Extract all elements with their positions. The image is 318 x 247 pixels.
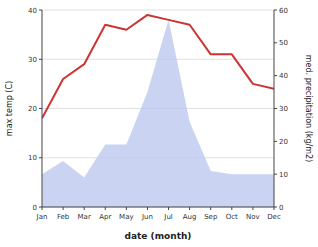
grid-line: [42, 207, 274, 208]
axes: JanFebMarAprMayJunJulAugSepOctNovDec0102…: [28, 7, 288, 222]
y2-axis-label: med. precipitation (kg/m2): [304, 55, 313, 162]
x-tick: [147, 207, 148, 210]
x-tick: [252, 207, 253, 210]
y2-tick: [274, 42, 277, 43]
x-tick: [231, 207, 232, 210]
y2-tick-label: 50: [279, 39, 288, 47]
x-tick-label: Jan: [36, 213, 48, 221]
x-tick-label: Mar: [78, 213, 91, 221]
y2-tick-label: 20: [279, 138, 288, 146]
x-tick-label: Dec: [267, 213, 281, 221]
x-tick-label: Feb: [57, 213, 70, 221]
x-tick: [63, 207, 64, 210]
x-axis-line: [42, 207, 274, 208]
y2-tick: [274, 174, 277, 175]
x-tick: [168, 207, 169, 210]
x-tick-label: Oct: [226, 213, 238, 221]
chart: JanFebMarAprMayJunJulAugSepOctNovDec0102…: [0, 0, 318, 247]
temp-line: [42, 15, 274, 118]
y-tick: [39, 207, 42, 208]
y-tick-label: 0: [33, 204, 37, 212]
grid: [42, 10, 274, 207]
y-tick: [39, 10, 42, 11]
y2-tick-label: 60: [279, 7, 288, 15]
x-tick: [210, 207, 211, 210]
x-axis-label: date (month): [125, 231, 192, 241]
y-tick-label: 40: [28, 7, 37, 15]
x-tick: [105, 207, 106, 210]
precip-area: [42, 20, 274, 207]
y2-tick-label: 30: [279, 105, 288, 113]
y-tick: [39, 59, 42, 60]
x-tick-label: Jun: [141, 213, 153, 221]
y-axis-label: max temp (C): [5, 81, 14, 136]
y2-tick-label: 10: [279, 171, 288, 179]
y2-tick: [274, 207, 277, 208]
y-tick: [39, 108, 42, 109]
y-tick: [39, 157, 42, 158]
grid-line: [42, 10, 274, 11]
x-tick: [84, 207, 85, 210]
data-group: [42, 15, 274, 207]
x-tick-label: Sep: [204, 213, 218, 221]
y2-tick: [274, 10, 277, 11]
x-tick-label: Jul: [163, 213, 173, 221]
y-tick-label: 20: [28, 105, 37, 113]
y2-tick-label: 0: [279, 204, 283, 212]
x-tick-label: Aug: [183, 213, 197, 221]
y-tick-label: 10: [28, 154, 37, 162]
x-tick-label: Apr: [99, 213, 111, 221]
y2-tick: [274, 108, 277, 109]
x-tick-label: Nov: [246, 213, 260, 221]
y2-tick: [274, 141, 277, 142]
y2-tick-label: 40: [279, 72, 288, 80]
x-tick: [126, 207, 127, 210]
y2-tick: [274, 75, 277, 76]
x-tick: [189, 207, 190, 210]
y-tick-label: 30: [28, 56, 37, 64]
x-tick-label: May: [119, 213, 133, 221]
